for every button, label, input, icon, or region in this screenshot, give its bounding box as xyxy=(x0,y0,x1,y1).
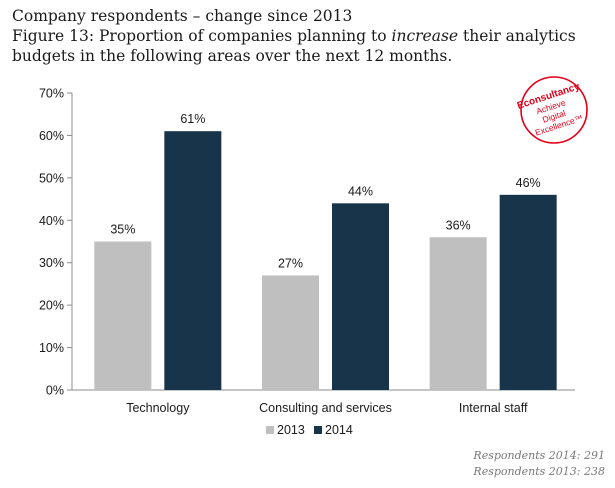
chart-subtitle: Company respondents – change since 2013 xyxy=(12,7,353,25)
logo-circle xyxy=(520,76,588,144)
chart-title-start: Figure 13: Proportion of companies plann… xyxy=(12,27,392,45)
y-tick-label: 10% xyxy=(39,341,64,355)
data-label: 27% xyxy=(278,256,303,270)
chart-header: Company respondents – change since 2013 … xyxy=(12,6,612,66)
chart-legend: 2013 2014 xyxy=(266,423,353,437)
y-tick-label: 70% xyxy=(39,87,64,101)
data-label: 35% xyxy=(110,223,135,237)
y-tick-label: 0% xyxy=(46,384,64,398)
respondent-notes: Respondents 2014: 291 Respondents 2013: … xyxy=(473,448,605,480)
chart-axes: 0% 10% 20% 30% 40% 50% 60% 70% Technology Consult… xyxy=(39,87,575,415)
bar xyxy=(499,194,557,390)
respondents-2014: Respondents 2014: 291 xyxy=(473,449,605,462)
legend-label: 2013 xyxy=(277,423,305,437)
respondents-2013: Respondents 2013: 238 xyxy=(473,465,605,478)
chart-title: Figure 13: Proportion of companies plann… xyxy=(12,26,612,66)
chart-title-emphasis: increase xyxy=(391,27,459,45)
bar xyxy=(164,131,222,390)
y-tick-label: 30% xyxy=(39,256,64,270)
data-label: 36% xyxy=(446,218,471,232)
econsultancy-logo: Econsultancy Achieve Digital Excellence™ xyxy=(516,76,588,144)
chart-title-end: their analytics budgets in the following… xyxy=(12,27,576,65)
bar xyxy=(429,237,487,390)
legend-swatch xyxy=(266,426,274,434)
data-label: 46% xyxy=(516,176,541,190)
data-label: 44% xyxy=(348,184,373,198)
legend-swatch xyxy=(314,426,322,434)
data-label: 61% xyxy=(180,112,205,126)
category-label: Internal staff xyxy=(459,401,528,415)
y-tick-label: 60% xyxy=(39,129,64,143)
y-tick-label: 50% xyxy=(39,171,64,185)
bar xyxy=(332,203,389,390)
chart-bars xyxy=(94,131,557,390)
y-tick-label: 20% xyxy=(39,299,64,313)
bar xyxy=(94,241,152,390)
legend-label: 2014 xyxy=(325,423,353,437)
bar xyxy=(262,275,319,390)
y-tick-label: 40% xyxy=(39,214,64,228)
category-label: Consulting and services xyxy=(259,401,392,415)
category-label: Technology xyxy=(126,401,190,415)
chart-data-labels: 35% 61% 27% 44% 36% 46% xyxy=(110,112,540,270)
